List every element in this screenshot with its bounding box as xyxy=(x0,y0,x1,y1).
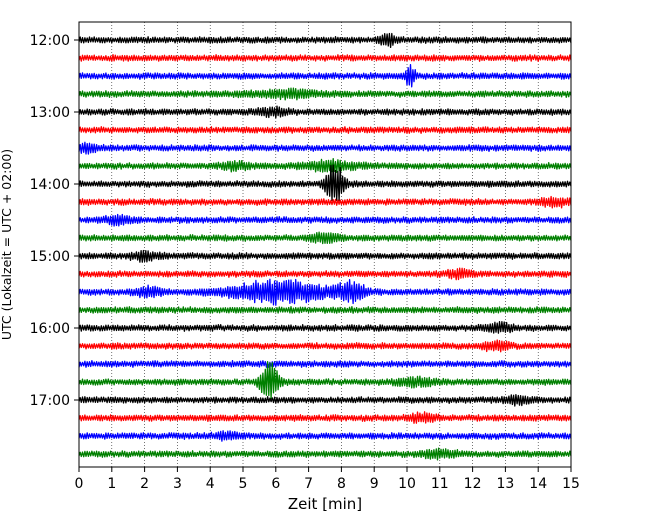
trace-1630 xyxy=(78,359,572,368)
y-tick-label-2: 14:00 xyxy=(30,177,70,193)
trace-group xyxy=(78,32,572,461)
y-tick-label-3: 15:00 xyxy=(30,249,70,265)
vertical-grid xyxy=(111,22,539,467)
trace-1730 xyxy=(78,430,572,442)
trace-1300 xyxy=(78,105,572,119)
trace-1230 xyxy=(78,63,572,88)
trace-1700 xyxy=(78,393,572,407)
trace-1400 xyxy=(78,164,572,202)
trace-1545 xyxy=(78,306,572,314)
y-tick-label-4: 16:00 xyxy=(30,321,70,337)
y-tick-label-5: 17:00 xyxy=(30,393,70,409)
trace-1600 xyxy=(78,321,572,334)
y-axis-label: UTC (Lokalzeit = UTC + 02:00) xyxy=(0,149,14,340)
trace-1445 xyxy=(78,231,572,245)
x-tick-label-5: 5 xyxy=(239,476,248,492)
trace-1345 xyxy=(78,158,572,174)
x-tick-label-9: 9 xyxy=(370,476,379,492)
y-tick-label-1: 13:00 xyxy=(30,105,70,121)
x-axis-label: Zeit [min] xyxy=(288,495,362,513)
y-axis-ticks: 12:00 13:00 14:00 15:00 16:00 17:00 xyxy=(30,33,79,409)
trace-1500 xyxy=(78,249,572,263)
trace-1245 xyxy=(78,87,572,101)
x-tick-label-14: 14 xyxy=(529,476,547,492)
trace-1200 xyxy=(78,32,572,49)
x-tick-label-0: 0 xyxy=(75,476,84,492)
trace-1745 xyxy=(78,447,572,461)
trace-1415 xyxy=(78,195,572,209)
trace-1615 xyxy=(78,339,572,353)
x-axis-ticks: 0 1 2 3 4 5 6 7 8 9 10 11 12 13 14 15 xyxy=(75,467,580,492)
x-tick-label-12: 12 xyxy=(464,476,482,492)
x-tick-label-15: 15 xyxy=(562,476,580,492)
trace-1315 xyxy=(78,126,572,134)
trace-1530 xyxy=(78,278,572,306)
trace-1430 xyxy=(78,213,572,227)
plot-frame xyxy=(78,21,572,468)
x-tick-label-10: 10 xyxy=(398,476,416,492)
x-tick-label-2: 2 xyxy=(140,476,149,492)
x-tick-label-4: 4 xyxy=(206,476,215,492)
x-tick-label-3: 3 xyxy=(173,476,182,492)
trace-1715 xyxy=(78,411,572,424)
x-tick-label-1: 1 xyxy=(107,476,116,492)
x-tick-label-6: 6 xyxy=(271,476,280,492)
trace-1330 xyxy=(78,141,572,155)
trace-1645 xyxy=(78,360,572,400)
y-tick-label-0: 12:00 xyxy=(30,33,70,49)
x-tick-label-8: 8 xyxy=(337,476,346,492)
trace-1515 xyxy=(78,267,572,281)
x-tick-label-7: 7 xyxy=(304,476,313,492)
x-tick-label-11: 11 xyxy=(431,476,449,492)
trace-1215 xyxy=(78,54,572,62)
x-tick-label-13: 13 xyxy=(496,476,514,492)
